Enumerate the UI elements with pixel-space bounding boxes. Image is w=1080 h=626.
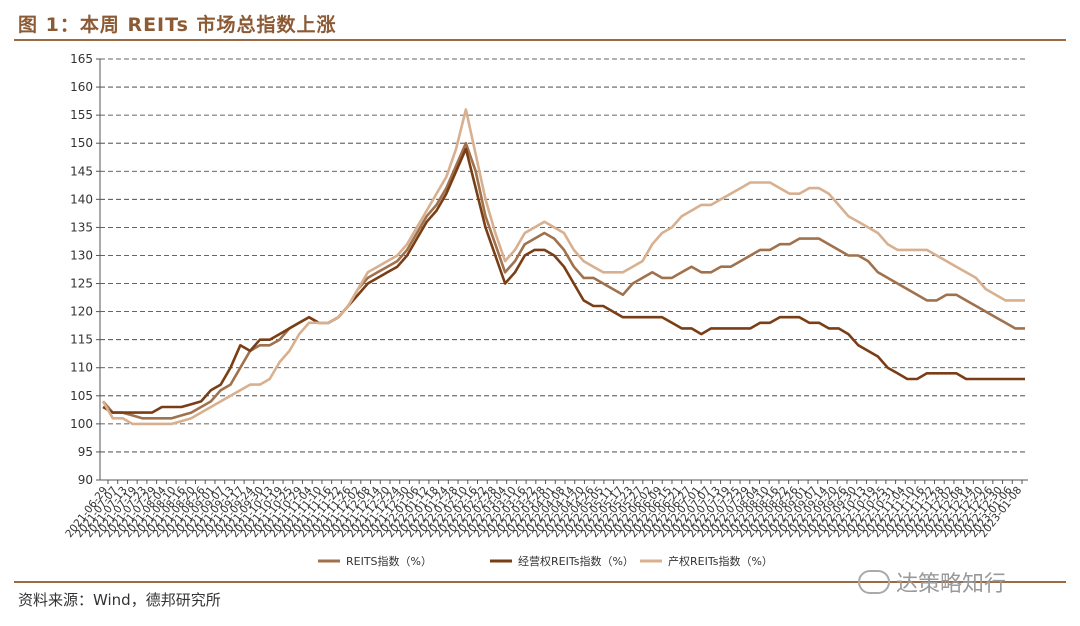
chart-title: 图 1：本周 REITs 市场总指数上涨 [18,14,337,36]
y-tick-label: 140 [70,192,93,206]
legend-label-1: 经营权REITs指数（%） [518,554,634,568]
y-tick-label: 125 [70,277,93,291]
y-tick-label: 135 [70,220,93,234]
y-tick-label: 115 [70,333,93,347]
y-tick-label: 90 [78,473,93,487]
series-line-2 [101,108,1025,426]
y-tick-label: 120 [70,305,93,319]
footer-divider [14,581,1066,583]
y-tick-label: 95 [78,445,93,459]
y-tick-label: 105 [70,389,93,403]
y-tick-label: 110 [70,361,93,375]
series-lines [101,108,1025,426]
wechat-icon [858,570,890,594]
series-line-0 [102,141,1025,420]
series-line-1 [102,147,1025,414]
line-chart: 90 95 100 105 110 115 120 125 130 135 140 145 150 155… [63,52,1028,568]
y-tick-label: 155 [70,108,93,122]
y-tick-label: 150 [70,136,93,150]
watermark: 达策略知行 [858,566,1006,598]
y-tick-label: 100 [70,417,93,431]
axes: 90 95 100 105 110 115 120 125 130 135 140 145 150 155… [63,52,1028,540]
legend-label-2: 产权REITs指数（%） [668,554,773,568]
y-tick-label: 145 [70,164,93,178]
title-divider [14,39,1066,41]
y-tick-label: 165 [70,52,93,66]
grid-lines [100,58,1028,453]
y-tick-label: 130 [70,248,93,262]
legend-label-0: REITS指数（%） [346,554,432,568]
legend: REITS指数（%） 经营权REITs指数（%） 产权REITs指数（%） [318,554,773,568]
watermark-text: 达策略知行 [896,572,1007,597]
source-note: 资料来源：Wind，德邦研究所 [18,591,221,609]
y-tick-label: 160 [70,80,93,94]
